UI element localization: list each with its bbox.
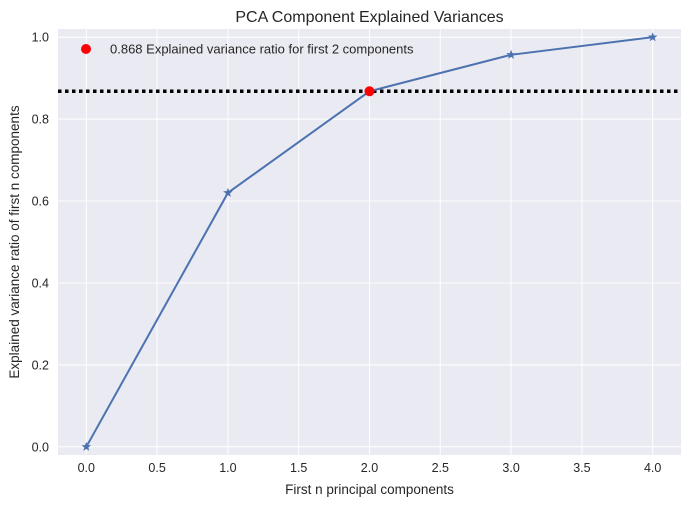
- y-tick-label: 1.0: [32, 31, 49, 45]
- x-tick-label: 3.5: [573, 461, 590, 475]
- x-tick-label: 3.0: [502, 461, 519, 475]
- x-tick-label: 0.0: [78, 461, 95, 475]
- series-point: [81, 441, 92, 451]
- y-tick-label: 0.2: [32, 358, 49, 372]
- series-point: [223, 187, 233, 197]
- y-axis-ticks: 0.0 0.2 0.4 0.6 0.8 1.0: [32, 31, 49, 455]
- legend-marker: [81, 44, 91, 54]
- x-axis-label: First n principal components: [285, 482, 454, 497]
- y-axis-label: Explained variance ratio of first n comp…: [7, 105, 22, 378]
- chart-title: PCA Component Explained Variances: [235, 9, 503, 26]
- x-tick-label: 4.0: [644, 461, 661, 475]
- y-tick-label: 0.4: [32, 276, 49, 290]
- legend: 0.868 Explained variance ratio for first…: [81, 42, 414, 57]
- grid-lines: [58, 29, 681, 455]
- x-tick-label: 2.0: [361, 461, 378, 475]
- legend-label: 0.868 Explained variance ratio for first…: [110, 42, 414, 57]
- series-point: [647, 32, 658, 42]
- x-axis-ticks: 0.0 0.5 1.0 1.5 2.0 2.5 3.0 3.5 4.0: [78, 461, 662, 475]
- y-tick-label: 0.8: [32, 113, 49, 127]
- x-tick-label: 0.5: [148, 461, 165, 475]
- x-tick-label: 1.0: [219, 461, 236, 475]
- series-point: [506, 49, 516, 59]
- y-tick-label: 0.6: [32, 195, 49, 209]
- y-tick-label: 0.0: [32, 440, 49, 454]
- highlight-point: [364, 86, 375, 97]
- x-tick-label: 1.5: [290, 461, 307, 475]
- x-tick-label: 2.5: [432, 461, 449, 475]
